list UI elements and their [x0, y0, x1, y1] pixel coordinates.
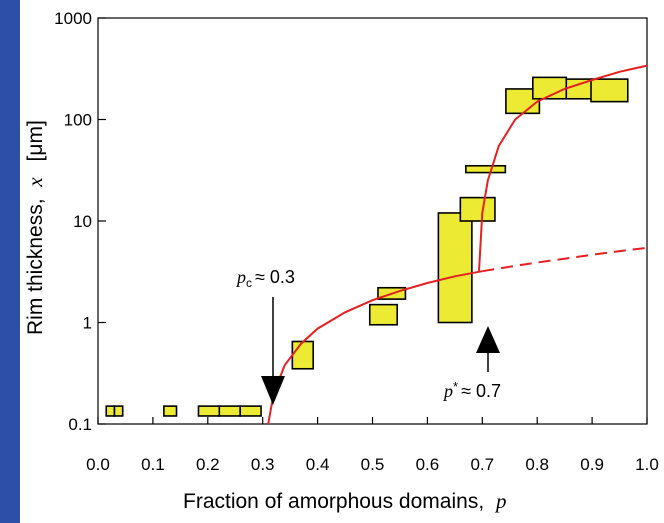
x-axis-ticks: 0.0 0.1 0.2 0.3 0.4 0.5 0.6 0.7 0.8 0.9 1.0 — [86, 417, 659, 474]
x-tick-label-4: 0.4 — [306, 455, 330, 474]
x-tick-label-8: 0.8 — [525, 455, 549, 474]
x-tick-label-2: 0.2 — [196, 455, 220, 474]
x-tick-label-10: 1.0 — [635, 455, 659, 474]
data-box-3 — [197, 405, 221, 417]
x-tick-label-5: 0.5 — [361, 455, 385, 474]
data-box-1 — [113, 405, 124, 417]
x-tick-label-3: 0.3 — [251, 455, 275, 474]
y-tick-label-3: 100 — [64, 111, 92, 130]
x-tick-label-9: 0.9 — [580, 455, 604, 474]
upper-curve — [478, 64, 648, 272]
pc-annotation: pc ≈ 0.3 — [235, 267, 295, 405]
data-box-0 — [105, 405, 116, 417]
pstar-superscript: * — [453, 379, 458, 394]
svg-text:pc≈ 0.3: pc ≈ 0.3 — [235, 267, 295, 290]
x-tick-label-7: 0.7 — [470, 455, 494, 474]
lower-curve-solid — [267, 270, 483, 425]
y-tick-label-1: 1 — [83, 314, 92, 333]
data-box-9 — [437, 212, 473, 324]
y-axis-ticks: 0.1 1 10 100 1000 — [54, 9, 106, 434]
y-tick-label-2: 10 — [73, 212, 92, 231]
y-tick-label-0: 0.1 — [68, 415, 92, 434]
pc-arrow-head — [261, 376, 285, 405]
pstar-value: ≈ 0.7 — [461, 381, 501, 401]
pc-var: p — [235, 267, 246, 287]
fit-curves — [267, 64, 648, 425]
svg-text:p*≈ 0.7: p* ≈ 0.7 — [442, 379, 501, 401]
y-axis-title: Rim thickness, x [μm] — [23, 120, 47, 335]
x-tick-label-1: 0.1 — [141, 455, 165, 474]
data-boxes — [105, 76, 629, 417]
x-tick-label-6: 0.6 — [416, 455, 440, 474]
pstar-annotation: p* ≈ 0.7 — [442, 326, 501, 401]
data-box-15 — [590, 78, 629, 103]
lower-curve-dashed — [482, 246, 648, 273]
y-tick-label-4: 1000 — [54, 9, 92, 28]
x-tick-label-0: 0.0 — [86, 455, 110, 474]
pstar-arrow-head — [476, 326, 500, 353]
pstar-var: p — [442, 381, 453, 401]
data-box-2 — [163, 405, 178, 417]
data-box-5 — [239, 405, 262, 417]
data-box-7 — [368, 303, 399, 326]
data-box-6 — [291, 340, 315, 370]
data-box-4 — [218, 405, 241, 417]
data-box-11 — [465, 164, 507, 174]
data-box-10 — [459, 196, 496, 222]
x-axis-title: Fraction of amorphous domains, p — [183, 489, 507, 513]
pc-value: ≈ 0.3 — [255, 267, 295, 287]
pc-subscript: c — [246, 276, 252, 290]
